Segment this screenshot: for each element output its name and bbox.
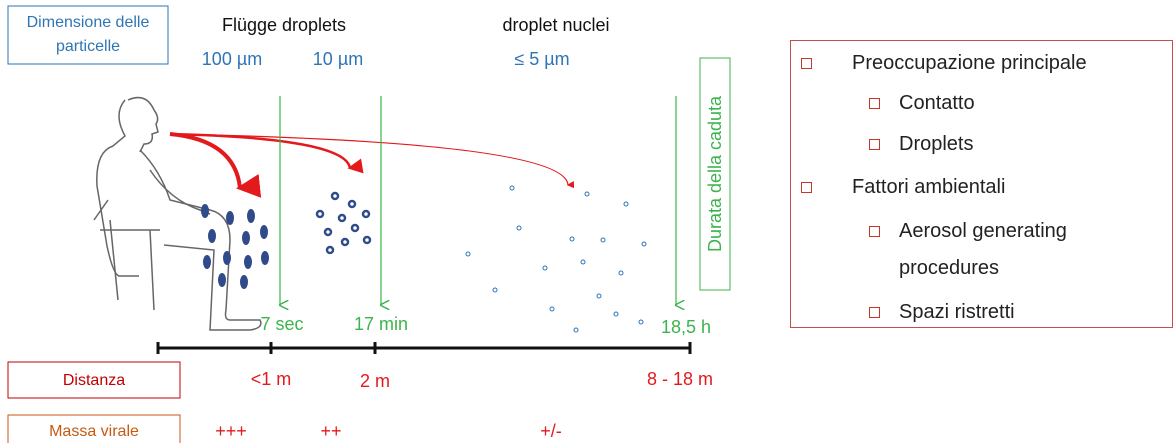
medium-droplets [315, 191, 372, 255]
distance-box [7, 361, 181, 399]
arrow [169, 132, 262, 198]
size-label: Dimensione delle [27, 14, 150, 31]
fall-box [699, 57, 731, 291]
list-item: Contatto [869, 85, 975, 122]
item-text: Droplets [899, 133, 974, 155]
distance: 2 m [360, 371, 390, 391]
list-item: Spazi ristretti [869, 294, 1015, 331]
size: 100 µm [202, 49, 262, 69]
fall-time: 7 sec [260, 314, 303, 334]
distance: <1 m [251, 369, 292, 389]
category: droplet nuclei [502, 15, 609, 35]
mass-label: Massa virale [49, 423, 139, 440]
fall-time: 17 min [354, 314, 408, 334]
fall-time: 18,5 h [661, 317, 711, 337]
distance-label: Distanza [63, 372, 125, 389]
arrow [169, 133, 575, 189]
viral-mass: +++ [215, 421, 247, 441]
item-text: Fattori ambientali [852, 176, 1006, 198]
nuclei [465, 185, 647, 333]
category: Flügge droplets [222, 15, 346, 35]
distance: 8 - 18 m [647, 369, 713, 389]
list-item: Fattori ambientali [801, 169, 1005, 206]
list-item: Preoccupazione principale [801, 45, 1087, 82]
concerns-panel: Preoccupazione principale Contatto Dropl… [790, 40, 1173, 328]
item-text: Spazi ristretti [899, 301, 1015, 323]
list-item: Droplets [869, 126, 973, 163]
person [93, 96, 262, 331]
item-text: Aerosol generating procedures [899, 220, 1067, 279]
size: 10 µm [313, 49, 363, 69]
distance-axis [156, 342, 692, 354]
large-droplets [201, 204, 269, 289]
fall-lines [280, 96, 676, 305]
size-box [7, 5, 169, 65]
viral-mass: ++ [320, 421, 341, 441]
size: ≤ 5 µm [514, 49, 569, 69]
size-label: particelle [56, 38, 120, 55]
viral-mass: +/- [540, 421, 562, 441]
fall-label: Durata della caduta [705, 95, 725, 252]
mass-box [7, 414, 181, 443]
item-text: Preoccupazione principale [852, 52, 1087, 74]
list-item: Aerosol generating procedures [869, 213, 1099, 287]
item-text: Contatto [899, 92, 975, 114]
